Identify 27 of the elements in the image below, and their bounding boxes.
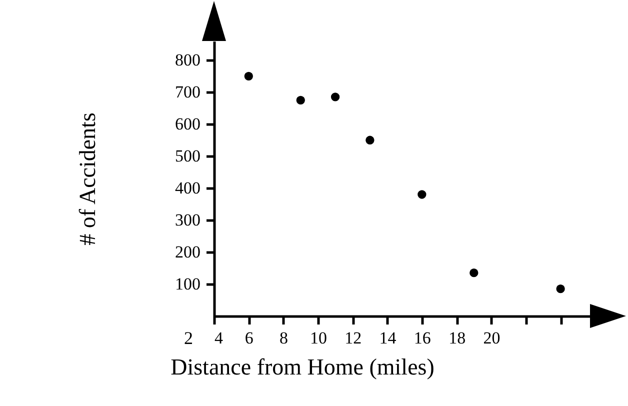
x-tick-label: 14	[379, 328, 397, 348]
text: 2	[184, 328, 193, 349]
point	[244, 72, 253, 80]
y-tick-label: 100	[175, 274, 200, 294]
point	[330, 92, 340, 102]
point	[470, 268, 478, 278]
x-tick-label: 4	[214, 328, 224, 348]
x-tick-label: 12	[344, 328, 362, 348]
y-tick-label: 400	[175, 178, 200, 198]
x-tick-label: 6	[244, 328, 254, 348]
y-axis-title: # of Accidents	[75, 112, 100, 246]
point	[418, 190, 426, 199]
x-tick-label: 8	[280, 328, 288, 348]
y-tick-label: 200	[175, 242, 200, 262]
y-tick-label: 700	[175, 82, 200, 102]
point	[296, 96, 305, 104]
y-tick-label: 600	[175, 114, 200, 134]
x-axis-title: Distance from Home (miles)	[170, 354, 434, 380]
point	[366, 136, 374, 144]
y-tick-label: 300	[175, 210, 200, 230]
x-tick-label: 18	[448, 328, 466, 348]
y-tick-label: 500	[175, 146, 200, 166]
x-tick-label: 16	[414, 328, 431, 348]
x-tick-label: 10	[310, 328, 327, 348]
x-tick-label: 20	[483, 328, 500, 348]
y-tick-label: 800	[175, 50, 200, 70]
point	[556, 284, 565, 294]
